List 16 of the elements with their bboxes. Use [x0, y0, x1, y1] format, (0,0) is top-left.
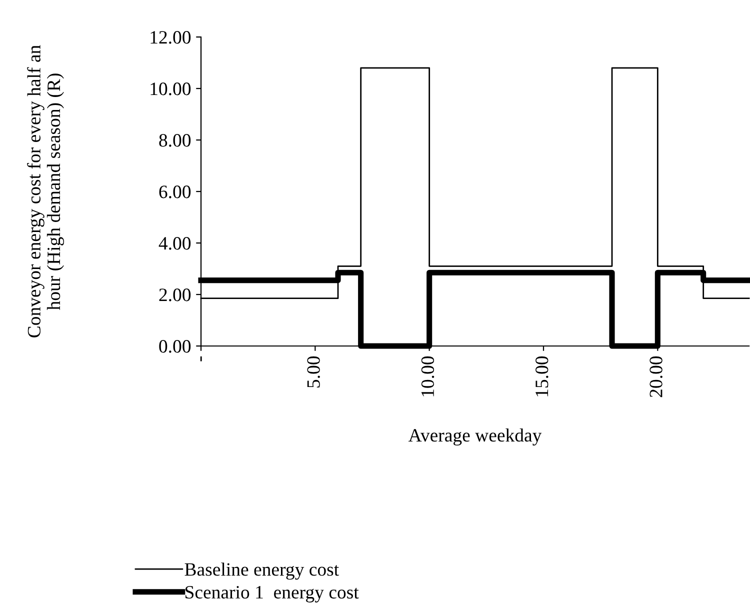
y-tick-label: 6.00 [159, 186, 191, 198]
x-tick-label: - [200, 356, 202, 362]
y-tick-label: 2.00 [159, 288, 191, 302]
x-tick-label: 15.00 [536, 356, 548, 396]
x-tick-label: 20.00 [650, 356, 662, 398]
y-axis-title: Conveyor energy cost for every half an hour (High demand season) (R) [27, 45, 64, 338]
y-tick-label: 10.00 [150, 82, 191, 96]
y-tick-label: 8.00 [159, 134, 191, 147]
x-tick-label: 10.00 [421, 356, 434, 396]
legend-label: Scenario 1 energy cost [186, 586, 359, 602]
legend-label: Baseline energy cost [184, 562, 339, 580]
y-tick-label: 0.00 [159, 340, 191, 353]
y-tick-label: 4.00 [158, 237, 191, 250]
x-axis-title: Average weekday [408, 428, 542, 446]
x-tick-label: 5.00 [307, 356, 320, 388]
y-tick-label: 12.00 [150, 31, 191, 44]
